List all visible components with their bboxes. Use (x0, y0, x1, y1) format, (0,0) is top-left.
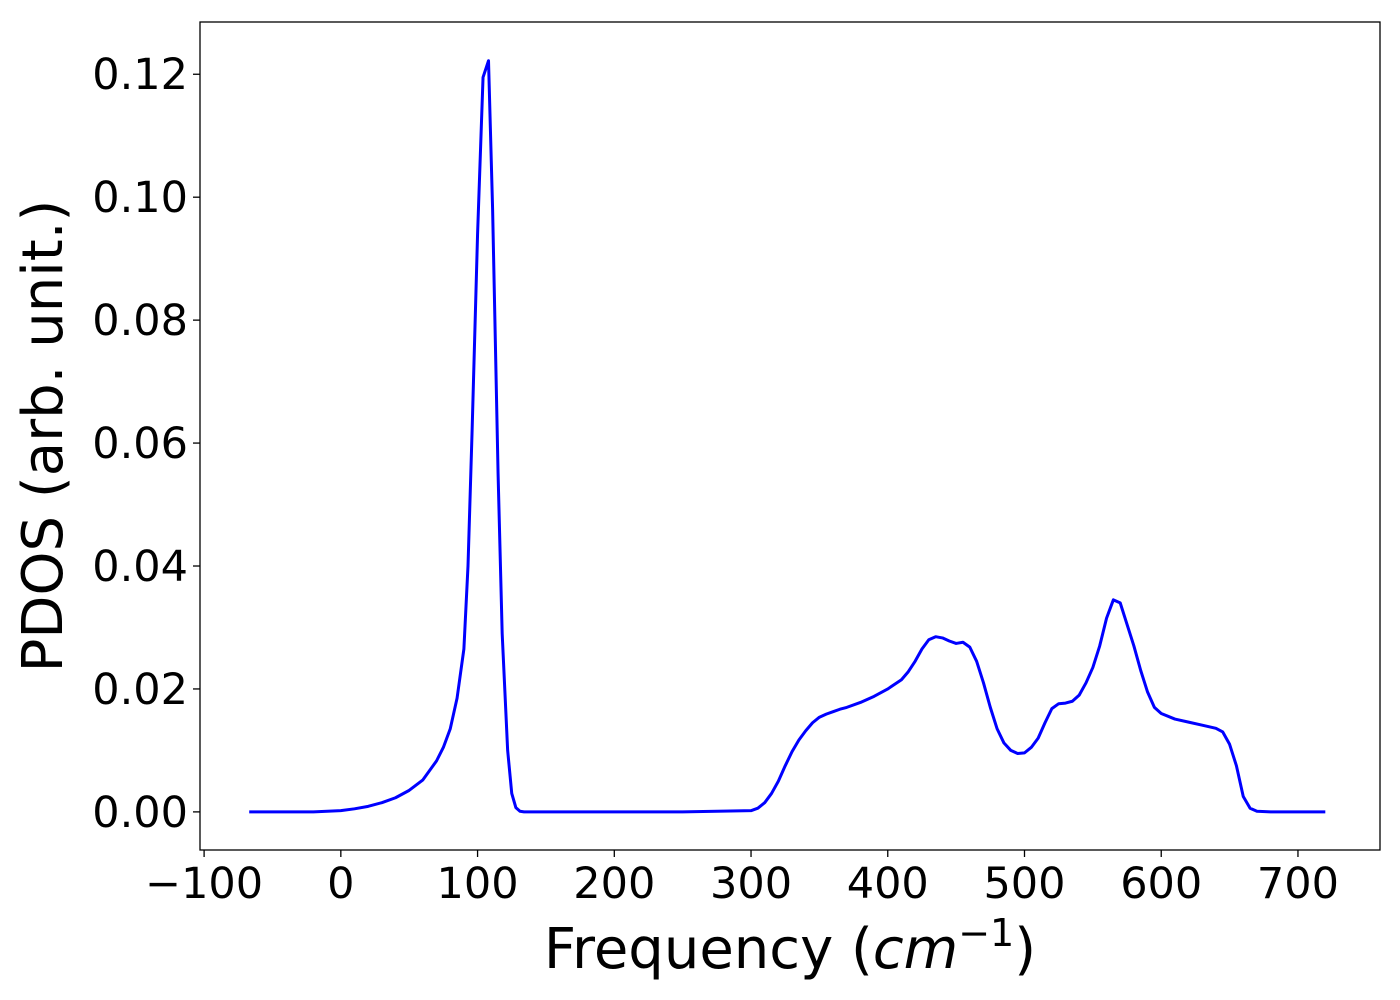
x-axis-ticks: −100 0 100 200 300 400 500 600 700 (145, 850, 1339, 909)
y-tick-label: 0.08 (92, 296, 188, 346)
y-tick-label: 0.04 (92, 542, 188, 592)
axes-frame (199, 21, 1381, 851)
pdos-series-line (249, 59, 1326, 814)
x-tick-label: 300 (710, 859, 792, 909)
y-tick-label: 0.10 (92, 173, 188, 223)
y-tick-label: 0.00 (92, 788, 188, 838)
plot-area (249, 59, 1326, 814)
y-tick-label: 0.06 (92, 419, 188, 469)
y-axis-ticks: 0.00 0.02 0.04 0.06 0.08 0.10 0.12 (92, 50, 200, 838)
x-tick-label: 0 (327, 859, 354, 909)
x-tick-label: 100 (437, 859, 519, 909)
x-tick-label: −100 (145, 859, 263, 909)
y-axis-label: PDOS (arb. unit.) (11, 200, 76, 673)
y-tick-label: 0.12 (92, 50, 188, 100)
x-tick-label: 700 (1257, 859, 1339, 909)
x-tick-label: 400 (847, 859, 929, 909)
x-tick-label: 200 (573, 859, 655, 909)
x-tick-label: 500 (983, 859, 1065, 909)
y-tick-label: 0.02 (92, 665, 188, 715)
x-tick-label: 600 (1120, 859, 1202, 909)
x-axis-label: Frequency (cm−1) (544, 911, 1036, 982)
